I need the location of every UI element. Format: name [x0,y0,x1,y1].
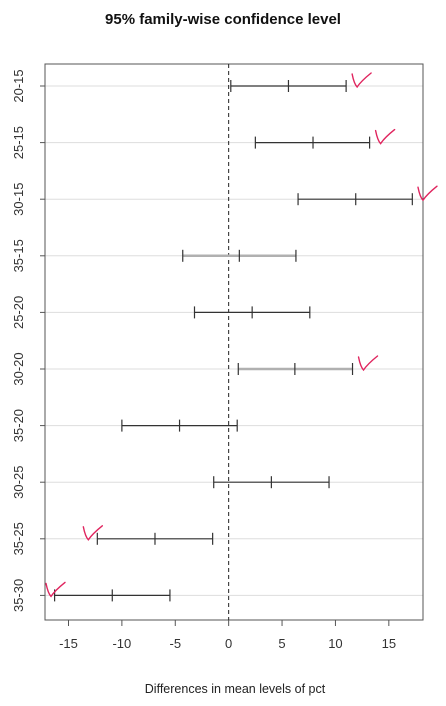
y-tick-label: 30-20 [11,352,26,385]
y-tick-label: 35-20 [11,409,26,442]
y-tick-label: 25-15 [11,126,26,159]
x-tick-label: 10 [328,636,342,651]
handwritten-checkmarks [45,72,438,598]
interval-20-15 [230,80,347,92]
y-axis-ticks: 20-15 25-15 30-15 35-15 25-20 30-20 35-20 30-25… [11,69,45,612]
x-axis-ticks: -15 -10 -5 0 5 10 15 [59,620,396,651]
interval-35-15 [182,249,297,262]
confidence-intervals [54,80,413,602]
interval-30-20 [237,363,354,375]
x-tick-label: -5 [169,636,181,651]
checkmark-icon [417,185,438,202]
grid-lines [45,85,423,596]
interval-35-25 [96,532,214,545]
interval-35-30 [54,589,171,602]
chart-title: 95% family-wise confidence level [105,11,341,28]
checkmark-icon [374,128,396,145]
checkmark-icon [351,72,372,89]
x-tick-label: 0 [225,636,232,651]
plot-frame [44,63,424,621]
interval-35-20 [121,419,238,432]
y-tick-label: 35-15 [11,239,26,272]
y-tick-label: 30-15 [11,183,26,216]
x-axis-label: Differences in mean levels of pct [145,682,326,696]
interval-30-25 [213,476,330,489]
checkmark-icon [357,355,379,372]
interval-25-15 [254,136,371,149]
y-tick-label: 25-20 [11,296,26,329]
interval-25-20 [193,306,311,319]
checkmark-icon [82,525,104,541]
y-tick-label: 30-25 [11,466,26,499]
interval-30-15 [297,193,413,206]
y-tick-label: 35-25 [11,522,26,555]
checkmark-icon [45,581,66,598]
y-tick-label: 35-30 [11,579,26,612]
x-tick-label: -10 [112,636,131,651]
x-tick-label: -15 [59,636,78,651]
y-tick-label: 20-15 [11,69,26,102]
x-tick-label: 5 [278,636,285,651]
x-tick-label: 15 [382,636,396,651]
